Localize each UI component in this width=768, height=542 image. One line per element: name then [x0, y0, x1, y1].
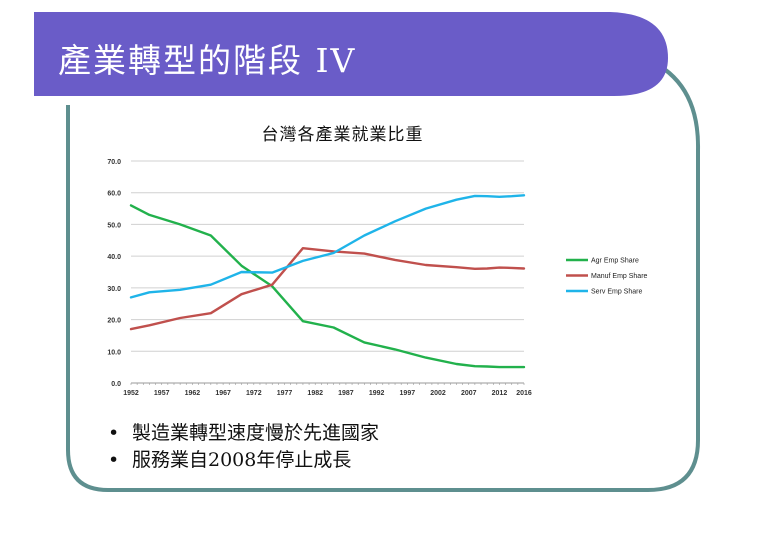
y-tick-label: 10.0 — [107, 349, 121, 356]
chart-grid — [131, 160, 524, 384]
series-line-manuf-emp-share — [129, 246, 526, 331]
series-line-agr-emp-share — [129, 204, 526, 369]
legend-label: Serv Emp Share — [591, 289, 642, 296]
x-tick-label: 2007 — [461, 390, 477, 397]
chart-axes: 0.0 10.0 20.0 30.0 40.0 50.0 60.0 70.0 1952 1957 1… — [107, 159, 532, 397]
y-tick-label: 30.0 — [107, 286, 121, 293]
x-tick-label: 1972 — [246, 390, 262, 397]
x-tick-label: 1987 — [338, 390, 354, 397]
chart-title: 台灣各產業就業比重 — [261, 125, 424, 145]
x-tick-label: 2016 — [516, 390, 532, 397]
title-band — [34, 12, 668, 96]
y-tick-label: 70.0 — [107, 159, 121, 166]
y-tick-label: 20.0 — [107, 318, 121, 325]
x-tick-label: 1957 — [154, 390, 170, 397]
chart-series — [129, 194, 526, 369]
x-tick-label: 1992 — [369, 390, 385, 397]
x-tick-label: 1997 — [400, 390, 416, 397]
y-tick-label: 60.0 — [107, 191, 121, 198]
legend-label: Agr Emp Share — [591, 258, 639, 265]
x-tick-label: 2002 — [430, 390, 446, 397]
x-tick-label: 1977 — [277, 390, 293, 397]
series-line-serv-emp-share — [129, 194, 526, 299]
chart-legend: Agr Emp Share Manuf Emp Share Serv Emp Sha… — [566, 258, 648, 296]
x-tick-label: 1962 — [185, 390, 201, 397]
x-tick-label: 1967 — [215, 390, 231, 397]
slide-title: 產業轉型的階段 IV — [58, 41, 357, 80]
bullet-symbol: • — [108, 449, 120, 471]
y-tick-label: 40.0 — [107, 254, 121, 261]
bullet-text: 製造業轉型速度慢於先進國家 — [132, 422, 380, 444]
bullet-list: • 製造業轉型速度慢於先進國家 • 服務業自2008年停止成長 — [108, 420, 379, 474]
bullet-item: • 服務業自2008年停止成長 — [108, 447, 379, 474]
bullet-text: 服務業自2008年停止成長 — [132, 449, 352, 471]
x-tick-label: 2012 — [492, 390, 508, 397]
y-tick-label: 50.0 — [107, 222, 121, 229]
x-tick-label: 1952 — [123, 390, 139, 397]
x-tick-label: 1982 — [307, 390, 323, 397]
bullet-symbol: • — [108, 422, 120, 444]
legend-label: Manuf Emp Share — [591, 273, 648, 280]
y-tick-label: 0.0 — [111, 381, 121, 388]
bullet-item: • 製造業轉型速度慢於先進國家 — [108, 420, 379, 447]
